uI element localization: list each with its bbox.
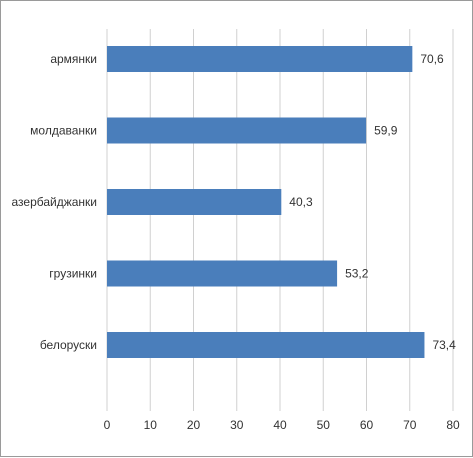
x-tick-label: 20 xyxy=(187,418,201,432)
category-labels: армянки молдаванки азербайджанки грузинки бе… xyxy=(11,52,97,352)
bar xyxy=(107,332,425,358)
data-label: 70,6 xyxy=(420,52,444,66)
category-label: грузинки xyxy=(49,267,97,281)
x-tick-label: 80 xyxy=(446,418,460,432)
gridlines xyxy=(106,29,454,411)
x-tick-label: 40 xyxy=(273,418,287,432)
data-label: 73,4 xyxy=(432,338,456,352)
data-label: 53,2 xyxy=(345,267,369,281)
x-tick-label: 0 xyxy=(104,418,111,432)
x-tick-label: 70 xyxy=(403,418,417,432)
data-label: 40,3 xyxy=(289,195,313,209)
x-axis-ticks: 0 10 20 30 40 50 60 70 80 xyxy=(104,418,460,432)
x-tick-label: 30 xyxy=(230,418,244,432)
category-label: белоруски xyxy=(40,338,97,352)
bar xyxy=(107,46,413,72)
data-label: 59,9 xyxy=(374,124,398,138)
x-tick-label: 10 xyxy=(144,418,158,432)
bar xyxy=(107,260,338,287)
bars xyxy=(107,46,425,358)
bar xyxy=(107,189,282,215)
x-tick-label: 60 xyxy=(360,418,374,432)
bar xyxy=(107,117,367,144)
category-label: азербайджанки xyxy=(11,195,97,209)
x-tick-label: 50 xyxy=(317,418,331,432)
category-label: армянки xyxy=(50,52,97,66)
category-label: молдаванки xyxy=(30,124,97,138)
data-labels: 70,6 59,9 40,3 53,2 73,4 xyxy=(289,52,456,352)
